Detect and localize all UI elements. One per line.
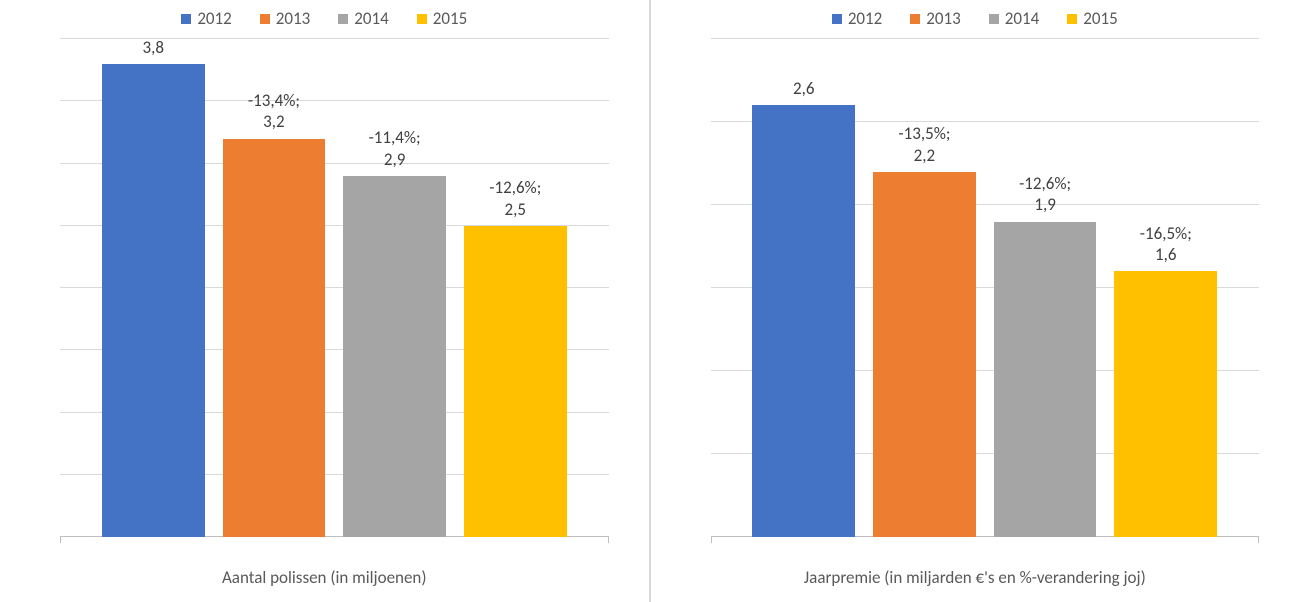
bar-2013 (223, 139, 326, 537)
bar-pct-change-label: -11,4%; (310, 127, 479, 148)
bar-slot-2013: -13,5%;2,2 (864, 39, 985, 537)
bar-data-label: 2,6 (719, 78, 888, 99)
bar-value-label: 1,6 (1081, 244, 1250, 265)
legend-item-2013: 2013 (260, 8, 310, 29)
legend: 2012 2013 2014 2015 (651, 0, 1299, 39)
x-tick-row (711, 537, 1260, 543)
bar-slot-2015: -16,5%;1,6 (1105, 39, 1226, 537)
bars-row: 3,8-13,4%;3,2-11,4%;2,9-12,6%;2,5 (60, 39, 609, 537)
x-tick-row (60, 537, 609, 543)
legend-label: 2012 (197, 8, 231, 29)
legend-label: 2015 (1083, 8, 1117, 29)
bar-slot-2014: -12,6%;1,9 (985, 39, 1106, 537)
legend-item-2013: 2013 (910, 8, 960, 29)
bar-slot-2013: -13,4%;3,2 (214, 39, 335, 537)
legend-item-2012: 2012 (181, 8, 231, 29)
legend-item-2012: 2012 (832, 8, 882, 29)
bar-slot-2014: -11,4%;2,9 (334, 39, 455, 537)
right-chart-panel: 2012 2013 2014 2015 2,6-13,5%;2,2-12,6%;… (651, 0, 1299, 602)
legend: 2012 2013 2014 2015 (0, 0, 649, 39)
bar-pct-change-label: -13,5%; (840, 123, 1009, 144)
legend-label: 2014 (1005, 8, 1039, 29)
bar-2015 (464, 226, 567, 537)
bar-slot-2015: -12,6%;2,5 (455, 39, 576, 537)
bar-2014 (994, 222, 1097, 537)
right-plot: 2,6-13,5%;2,2-12,6%;1,9-16,5%;1,6 (711, 39, 1260, 537)
bar-2013 (873, 172, 976, 537)
bar-2014 (343, 176, 446, 537)
bar-pct-change-label: -13,4%; (189, 90, 358, 111)
bar-value-label: 3,8 (69, 37, 238, 58)
bar-2015 (1114, 271, 1217, 537)
left-plot: 3,8-13,4%;3,2-11,4%;2,9-12,6%;2,5 (60, 39, 609, 537)
legend-swatch-2015 (417, 14, 427, 24)
bar-data-label: -12,6%;1,9 (961, 173, 1130, 216)
legend-item-2015: 2015 (417, 8, 467, 29)
right-plot-area: 2,6-13,5%;2,2-12,6%;1,9-16,5%;1,6 (651, 39, 1299, 537)
legend-item-2014: 2014 (989, 8, 1039, 29)
legend-label: 2013 (276, 8, 310, 29)
bar-pct-change-label: -16,5%; (1081, 223, 1250, 244)
bar-data-label: -13,5%;2,2 (840, 123, 1009, 166)
legend-label: 2014 (354, 8, 388, 29)
legend-item-2014: 2014 (338, 8, 388, 29)
bars-row: 2,6-13,5%;2,2-12,6%;1,9-16,5%;1,6 (711, 39, 1260, 537)
bar-data-label: -13,4%;3,2 (189, 90, 358, 133)
left-x-axis-title: Aantal polissen (in miljoenen) (0, 537, 649, 602)
bar-data-label: 3,8 (69, 37, 238, 58)
legend-label: 2013 (926, 8, 960, 29)
bar-pct-change-label: -12,6%; (431, 177, 600, 198)
bar-slot-2012: 2,6 (743, 39, 864, 537)
bar-data-label: -16,5%;1,6 (1081, 223, 1250, 266)
right-x-axis-title: Jaarpremie (in miljarden €'s en %-verand… (651, 537, 1299, 602)
bar-value-label: 2,6 (719, 78, 888, 99)
legend-label: 2015 (433, 8, 467, 29)
legend-label: 2012 (848, 8, 882, 29)
legend-swatch-2014 (338, 14, 348, 24)
legend-swatch-2013 (910, 14, 920, 24)
bar-value-label: 2,2 (840, 145, 1009, 166)
bar-pct-change-label: -12,6%; (961, 173, 1130, 194)
left-chart-panel: 2012 2013 2014 2015 3,8-13,4%;3,2-11,4%;… (0, 0, 649, 602)
bar-2012 (102, 64, 205, 537)
bar-2012 (752, 105, 855, 537)
bar-value-label: 2,9 (310, 149, 479, 170)
legend-swatch-2012 (832, 14, 842, 24)
left-plot-area: 3,8-13,4%;3,2-11,4%;2,9-12,6%;2,5 (0, 39, 649, 537)
bar-value-label: 2,5 (431, 199, 600, 220)
bar-value-label: 1,9 (961, 194, 1130, 215)
legend-swatch-2015 (1067, 14, 1077, 24)
legend-swatch-2014 (989, 14, 999, 24)
bar-data-label: -12,6%;2,5 (431, 177, 600, 220)
legend-item-2015: 2015 (1067, 8, 1117, 29)
legend-swatch-2012 (181, 14, 191, 24)
bar-data-label: -11,4%;2,9 (310, 127, 479, 170)
legend-swatch-2013 (260, 14, 270, 24)
